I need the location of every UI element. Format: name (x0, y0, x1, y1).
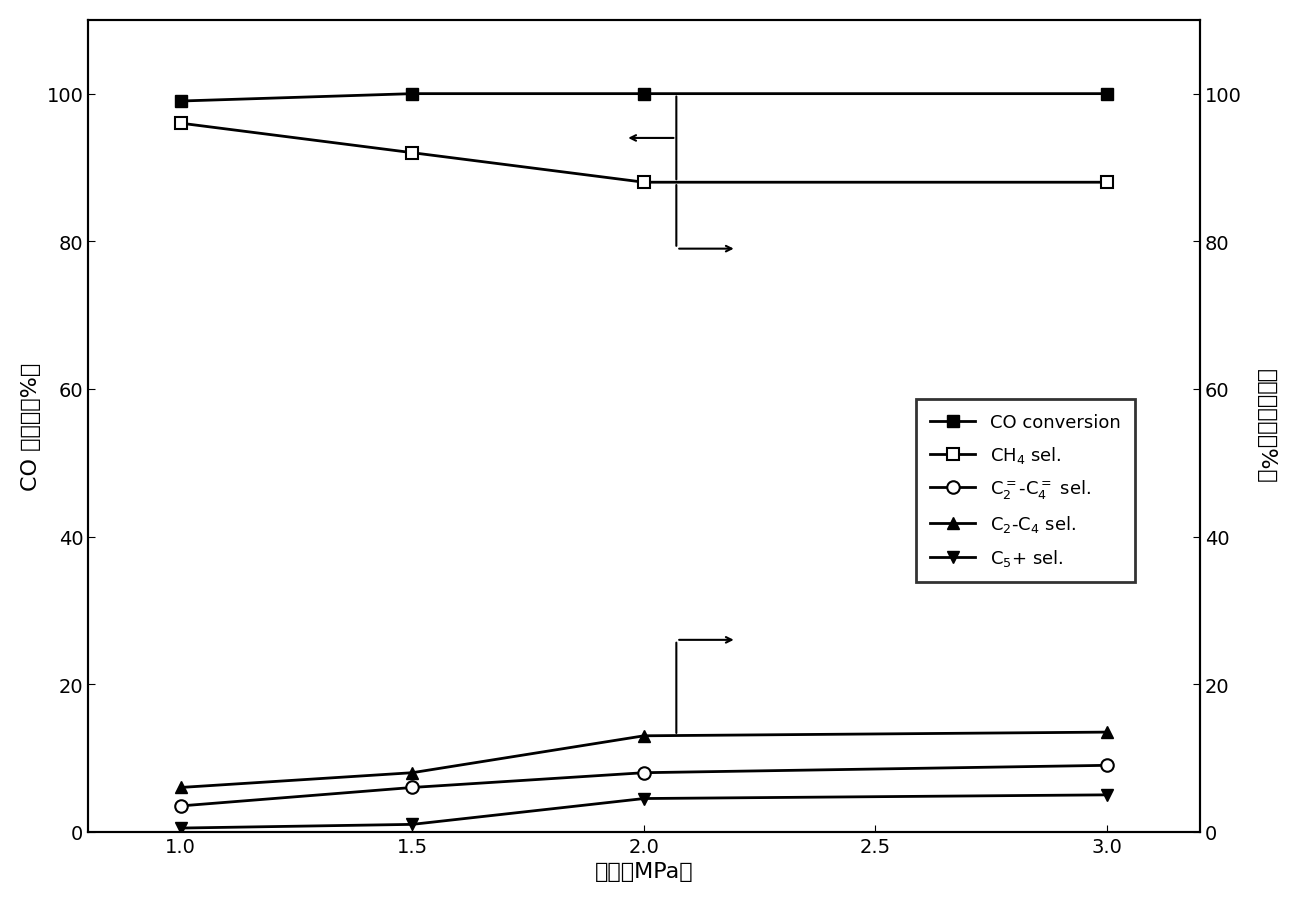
CH$_4$ sel. (405, 148, 420, 159)
C$_2^{=}$-C$_4^{=}$ sel. (173, 801, 188, 812)
CO conversion (173, 97, 188, 107)
C$_2$-C$_4$ sel. (1100, 727, 1115, 738)
Line: C$_5$+ sel.: C$_5$+ sel. (175, 788, 1113, 834)
C$_2^{=}$-C$_4^{=}$ sel. (405, 782, 420, 793)
CO conversion (1100, 89, 1115, 100)
C$_5$+ sel. (405, 819, 420, 830)
C$_5$+ sel. (173, 823, 188, 833)
C$_5$+ sel. (636, 793, 651, 804)
C$_2$-C$_4$ sel. (405, 768, 420, 778)
CH$_4$ sel. (173, 119, 188, 130)
C$_2$-C$_4$ sel. (636, 731, 651, 741)
Legend: CO conversion, CH$_4$ sel., C$_2^{=}$-C$_4^{=}$ sel., C$_2$-C$_4$ sel., C$_5$+ s: CO conversion, CH$_4$ sel., C$_2^{=}$-C$… (916, 400, 1135, 583)
Line: CO conversion: CO conversion (175, 88, 1113, 108)
CO conversion (405, 89, 420, 100)
Line: CH$_4$ sel.: CH$_4$ sel. (175, 118, 1113, 189)
Y-axis label: 产物选择性（%）: 产物选择性（%） (1257, 369, 1276, 483)
Y-axis label: CO 转化率（%）: CO 转化率（%） (21, 363, 40, 491)
X-axis label: 压力（MPa）: 压力（MPa） (594, 861, 693, 881)
CH$_4$ sel. (636, 178, 651, 189)
C$_5$+ sel. (1100, 789, 1115, 800)
CO conversion (636, 89, 651, 100)
Line: C$_2^{=}$-C$_4^{=}$ sel.: C$_2^{=}$-C$_4^{=}$ sel. (175, 759, 1113, 813)
Line: C$_2$-C$_4$ sel.: C$_2$-C$_4$ sel. (175, 726, 1113, 794)
CH$_4$ sel. (1100, 178, 1115, 189)
C$_2$-C$_4$ sel. (173, 782, 188, 793)
C$_2^{=}$-C$_4^{=}$ sel. (1100, 760, 1115, 771)
C$_2^{=}$-C$_4^{=}$ sel. (636, 768, 651, 778)
